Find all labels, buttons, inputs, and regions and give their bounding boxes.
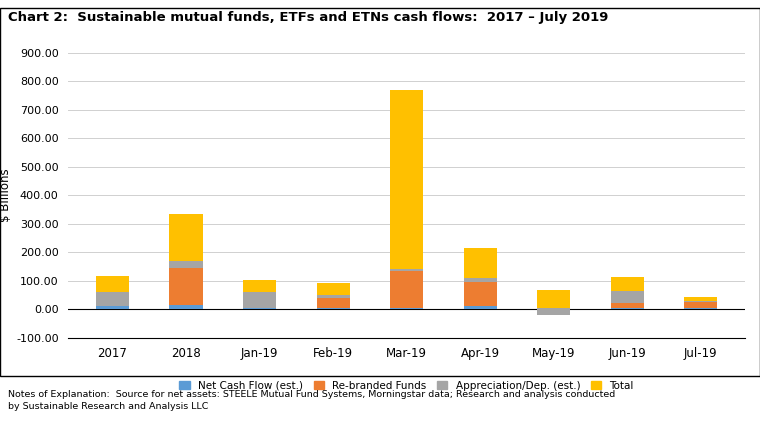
Bar xyxy=(537,290,570,308)
Bar xyxy=(390,90,423,269)
Bar xyxy=(243,308,276,309)
Bar xyxy=(169,261,203,268)
Bar xyxy=(464,282,497,306)
Text: Notes of Explanation:  Source for net assets: STEELE Mutual Fund Systems, Mornin: Notes of Explanation: Source for net ass… xyxy=(8,390,615,399)
Bar xyxy=(169,261,203,305)
Bar xyxy=(610,277,644,291)
Legend: Net Cash Flow (est.), Re-branded Funds, Appreciation/Dep. (est.), Total: Net Cash Flow (est.), Re-branded Funds, … xyxy=(176,377,638,395)
Text: Chart 2:  Sustainable mutual funds, ETFs and ETNs cash flows:  2017 – July 2019: Chart 2: Sustainable mutual funds, ETFs … xyxy=(8,11,608,24)
Bar xyxy=(610,303,644,308)
Bar xyxy=(464,306,497,309)
Bar xyxy=(169,214,203,261)
Bar xyxy=(96,276,129,292)
Bar xyxy=(96,292,129,306)
Bar xyxy=(610,291,644,303)
Bar xyxy=(243,280,276,292)
Bar xyxy=(169,305,203,309)
Bar xyxy=(610,308,644,309)
Bar xyxy=(684,308,717,309)
Bar xyxy=(316,298,350,308)
Bar xyxy=(96,306,129,309)
Y-axis label: $ Billions: $ Billions xyxy=(0,168,12,222)
Bar xyxy=(316,283,350,295)
Bar xyxy=(464,248,497,278)
Bar xyxy=(316,295,350,298)
Text: by Sustainable Research and Analysis LLC: by Sustainable Research and Analysis LLC xyxy=(8,403,208,411)
Bar xyxy=(684,297,717,300)
Bar xyxy=(464,278,497,282)
Bar xyxy=(390,308,423,309)
Bar xyxy=(537,308,570,315)
Bar xyxy=(537,308,570,309)
Bar xyxy=(390,271,423,308)
Bar xyxy=(390,269,423,271)
Bar xyxy=(684,300,717,302)
Bar xyxy=(243,292,276,308)
Bar xyxy=(316,308,350,309)
Bar xyxy=(684,302,717,308)
